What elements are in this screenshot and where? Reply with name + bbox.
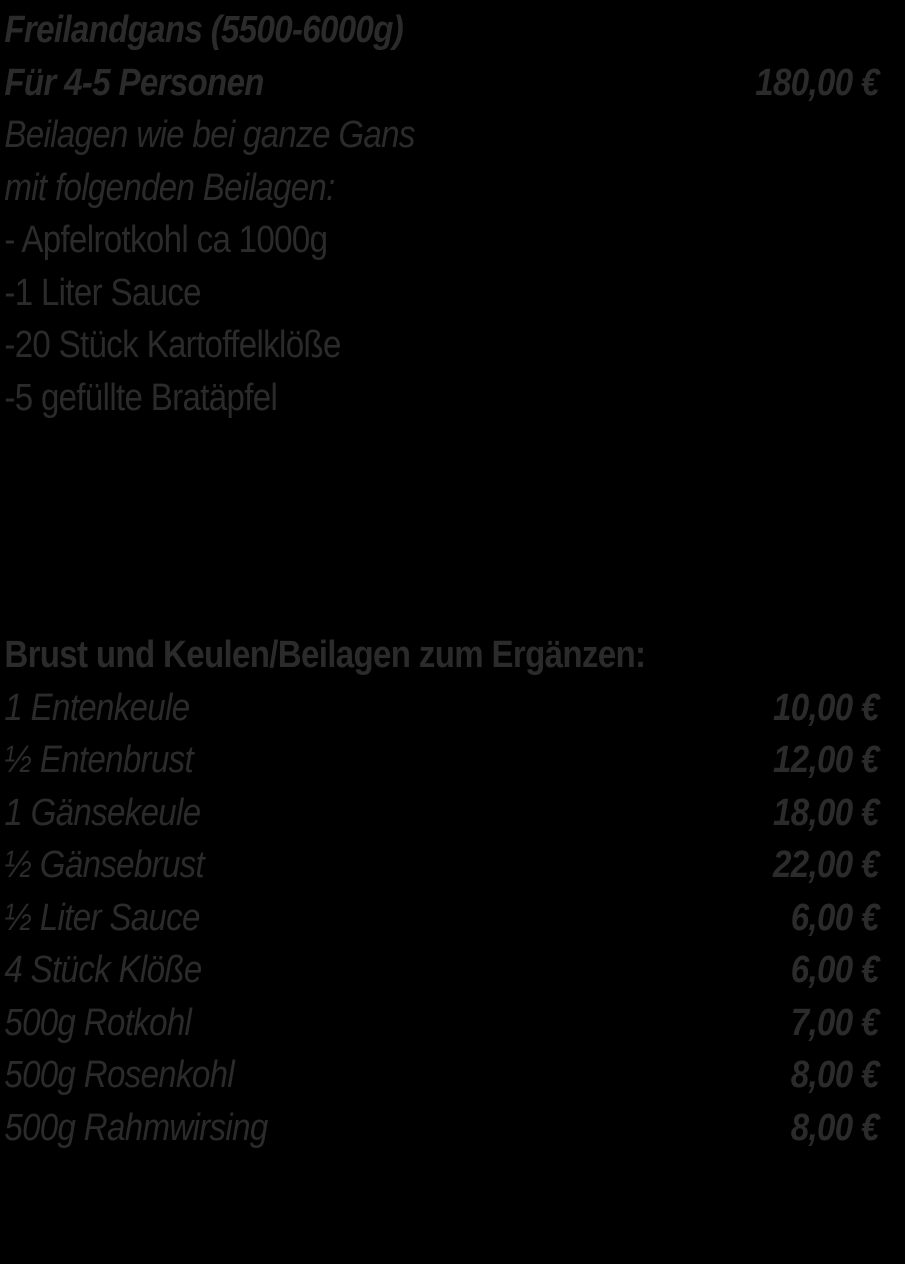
addon-item-price: 22,00 €	[773, 844, 879, 886]
goose-serving-price: 180,00 €	[755, 61, 879, 104]
addon-item-price: 18,00 €	[773, 791, 879, 834]
menu-page: Freilandgans (5500-6000g) Für 4-5 Person…	[4, 4, 880, 1155]
goose-include-item: -1 Liter Sauce	[4, 271, 201, 314]
goose-include-item: -20 Stück Kartoffelklöße	[4, 324, 341, 366]
addon-item-label: ½ Liter Sauce	[4, 896, 200, 939]
addon-item-price: 6,00 €	[790, 896, 880, 939]
addon-item-price: 8,00 €	[790, 1106, 880, 1149]
addon-item-row: 500g Rahmwirsing 8,00 €	[4, 1102, 880, 1155]
goose-include-item: -5 gefüllte Bratäpfel	[4, 376, 278, 419]
addon-item-price: 8,00 €	[790, 1054, 880, 1096]
addon-item-price: 12,00 €	[773, 739, 879, 781]
goose-serving-row: Für 4-5 Personen 180,00 €	[4, 57, 879, 110]
addons-section-title: Brust und Keulen/Beilagen zum Ergänzen:	[4, 634, 646, 676]
addon-item-row: 500g Rotkohl 7,00 €	[4, 997, 880, 1050]
addon-item-label: 500g Rosenkohl	[4, 1054, 235, 1096]
addon-item-row: 4 Stück Klöße 6,00 €	[4, 944, 880, 997]
goose-serving-label: Für 4-5 Personen	[4, 61, 264, 104]
addons-section: Brust und Keulen/Beilagen zum Ergänzen: …	[4, 629, 880, 1155]
addon-item-row: 1 Gänsekeule 18,00 €	[4, 787, 879, 840]
goose-section: Freilandgans (5500-6000g) Für 4-5 Person…	[4, 4, 879, 424]
addon-item-row: 1 Entenkeule 10,00 €	[4, 682, 879, 735]
addon-item-label: 1 Entenkeule	[4, 686, 190, 729]
addon-item-label: ½ Gänsebrust	[4, 844, 205, 886]
addon-item-row: ½ Liter Sauce 6,00 €	[4, 892, 880, 945]
goose-note-line: Beilagen wie bei ganze Gans	[4, 114, 415, 156]
addon-item-price: 10,00 €	[773, 686, 879, 729]
addon-item-label: 1 Gänsekeule	[4, 791, 201, 834]
goose-section-title: Freilandgans (5500-6000g)	[4, 9, 404, 51]
addon-item-label: ½ Entenbrust	[4, 739, 194, 781]
addon-item-row: ½ Gänsebrust 22,00 €	[4, 839, 879, 892]
goose-include-item: - Apfelrotkohl ca 1000g	[4, 219, 328, 261]
goose-note-line: mit folgenden Beilagen:	[4, 166, 335, 209]
addon-item-row: ½ Entenbrust 12,00 €	[4, 734, 879, 787]
addon-item-label: 4 Stück Klöße	[4, 949, 202, 991]
addon-item-row: 500g Rosenkohl 8,00 €	[4, 1049, 880, 1102]
addon-item-label: 500g Rahmwirsing	[4, 1106, 268, 1149]
addon-item-price: 6,00 €	[790, 949, 880, 991]
addon-item-label: 500g Rotkohl	[4, 1001, 192, 1044]
addon-item-price: 7,00 €	[790, 1001, 880, 1044]
